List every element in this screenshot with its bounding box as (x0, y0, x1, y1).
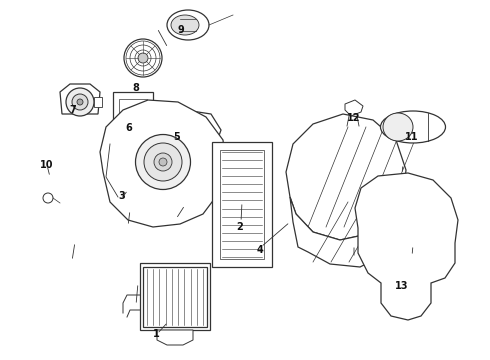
Ellipse shape (72, 94, 88, 110)
Ellipse shape (159, 158, 167, 166)
Polygon shape (165, 110, 221, 154)
Polygon shape (157, 330, 193, 345)
Ellipse shape (124, 39, 162, 77)
Ellipse shape (144, 143, 182, 181)
Polygon shape (113, 92, 153, 162)
Ellipse shape (154, 153, 172, 171)
Polygon shape (290, 197, 403, 267)
Text: 11: 11 (405, 132, 418, 142)
Text: 2: 2 (237, 222, 244, 232)
Polygon shape (60, 84, 100, 114)
Ellipse shape (66, 88, 94, 116)
Text: 6: 6 (125, 123, 132, 133)
Ellipse shape (43, 193, 53, 203)
Text: 5: 5 (173, 132, 180, 142)
Ellipse shape (167, 10, 209, 40)
Ellipse shape (77, 99, 83, 105)
Text: 3: 3 (118, 191, 125, 201)
Polygon shape (100, 100, 226, 227)
Polygon shape (355, 173, 458, 320)
Text: 10: 10 (40, 160, 54, 170)
Ellipse shape (138, 53, 148, 63)
Polygon shape (113, 162, 153, 169)
Text: 4: 4 (256, 245, 263, 255)
Text: 7: 7 (69, 105, 76, 115)
Polygon shape (345, 100, 363, 116)
Text: 12: 12 (347, 113, 361, 123)
Text: 8: 8 (133, 83, 140, 93)
Text: 13: 13 (395, 281, 409, 291)
Polygon shape (94, 97, 102, 107)
Ellipse shape (383, 113, 413, 141)
Ellipse shape (171, 15, 199, 35)
Text: 9: 9 (178, 24, 185, 35)
Text: 1: 1 (153, 329, 160, 339)
Ellipse shape (136, 135, 191, 189)
Polygon shape (143, 267, 207, 327)
Polygon shape (212, 142, 272, 267)
Ellipse shape (381, 111, 445, 143)
Polygon shape (286, 114, 406, 240)
